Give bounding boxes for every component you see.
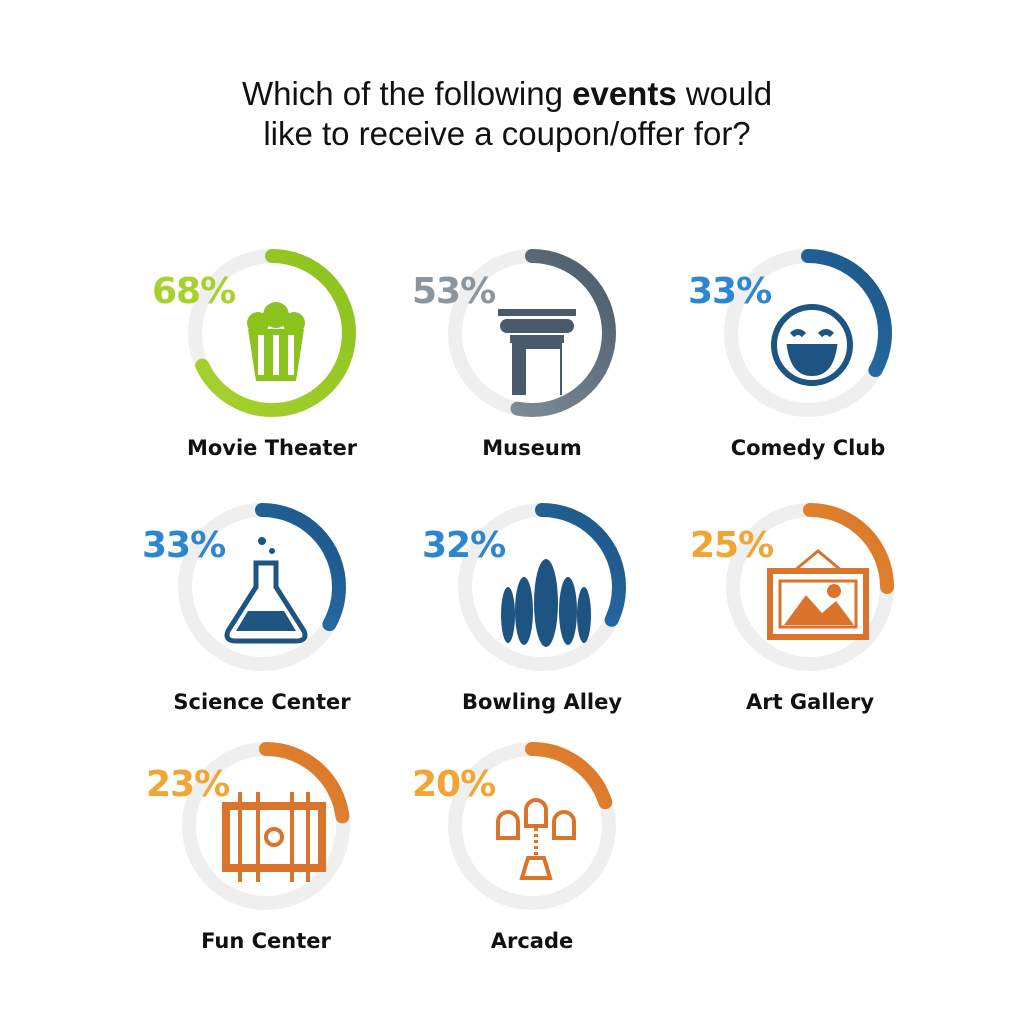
donut-item: 33% Science Center	[132, 495, 392, 735]
value-label: 32%	[422, 525, 506, 566]
ring-value-arc	[458, 503, 626, 671]
popcorn-icon	[247, 302, 305, 381]
category-label: Arcade	[490, 929, 574, 953]
donut-ring	[448, 742, 616, 910]
donut-item: 68% Movie Theater	[142, 241, 402, 481]
value-label: 25%	[690, 525, 774, 566]
donut-ring	[182, 742, 350, 910]
ring-value-arc	[448, 742, 616, 910]
value-label: 53%	[412, 271, 496, 312]
title-line-2: like to receive a coupon/offer for?	[263, 115, 751, 152]
value-label: 68%	[152, 271, 236, 312]
donut-item: 20% Arcade	[402, 734, 662, 974]
space-invaders-icon	[496, 798, 576, 880]
title-text: would	[676, 75, 773, 112]
value-label: 33%	[688, 271, 772, 312]
category-label: Art Gallery	[745, 690, 875, 714]
ring-value-arc	[724, 249, 892, 417]
category-label: Science Center	[173, 690, 351, 714]
donut-item: 53% Museum	[402, 241, 662, 481]
donut-item: 33% Comedy Club	[678, 241, 938, 481]
bowling-pins-icon	[501, 559, 591, 647]
ring-value-arc	[448, 249, 616, 417]
column-icon	[498, 309, 576, 395]
donut-ring	[448, 249, 616, 417]
value-label: 23%	[146, 764, 230, 805]
donut-ring	[724, 249, 892, 417]
flask-icon	[224, 537, 308, 644]
framed-picture-icon	[767, 549, 869, 640]
category-label: Comedy Club	[730, 436, 886, 460]
category-label: Bowling Alley	[461, 690, 623, 714]
donut-ring	[178, 503, 346, 671]
donut-item: 25% Art Gallery	[680, 495, 940, 735]
laughing-face-icon	[771, 304, 853, 386]
donut-item: 32% Bowling Alley	[412, 495, 672, 735]
donut-ring	[726, 503, 894, 671]
category-label: Museum	[482, 436, 582, 460]
chart-title: Which of the following events would like…	[0, 74, 1014, 154]
ring-value-arc	[188, 249, 356, 417]
foosball-table-icon	[222, 792, 326, 882]
value-label: 20%	[412, 764, 496, 805]
ring-value-arc	[178, 503, 346, 671]
ring-value-arc	[726, 503, 894, 671]
donut-ring	[458, 503, 626, 671]
donut-ring	[188, 249, 356, 417]
title-emphasis: events	[572, 75, 677, 112]
ring-value-arc	[182, 742, 350, 910]
title-text: Which of the following	[241, 75, 573, 112]
donut-item: 23% Fun Center	[136, 734, 396, 974]
category-label: Fun Center	[201, 929, 331, 953]
category-label: Movie Theater	[186, 436, 358, 460]
value-label: 33%	[142, 525, 226, 566]
